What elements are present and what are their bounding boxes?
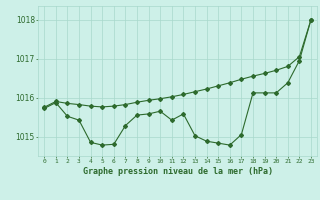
X-axis label: Graphe pression niveau de la mer (hPa): Graphe pression niveau de la mer (hPa)	[83, 167, 273, 176]
